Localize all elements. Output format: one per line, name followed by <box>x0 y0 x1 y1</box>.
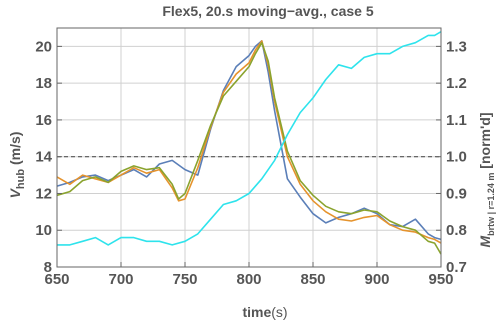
y-tick-label: 16 <box>35 112 52 129</box>
series-line-3 <box>56 41 442 255</box>
y2-axis-label-unit: [norm'd] <box>477 112 493 172</box>
y2-tick-label: 0.7 <box>446 259 467 276</box>
x-axis-label-unit: (s) <box>271 304 287 320</box>
series-line-2 <box>56 40 442 244</box>
y2-axis-label-main: M <box>477 236 493 248</box>
y-axis-label-main: V <box>7 187 23 198</box>
x-tick-label: 900 <box>364 271 389 288</box>
y-tick-label: 12 <box>35 185 52 202</box>
x-tick-label: 950 <box>428 271 453 288</box>
y2-tick-label: 0.9 <box>446 185 467 202</box>
x-axis-label-main: time <box>242 304 271 320</box>
y2-axis-label: Mbrtw | r=1.24 m [norm'd] <box>477 112 496 247</box>
y-axis-label: Vhub (m/s) <box>7 132 27 199</box>
y2-tick-label: 1.1 <box>446 112 467 129</box>
y-axis-label-sub: hub <box>15 169 27 189</box>
y-tick-label: 10 <box>35 222 52 239</box>
y2-axis-label-sub: brtw | r=1.24 m <box>486 173 496 236</box>
y2-tick-label: 1.0 <box>446 149 467 166</box>
x-tick-label: 750 <box>172 271 197 288</box>
x-axis-label: time(s) <box>242 304 287 320</box>
chart-title: Flex5, 20.s moving−avg., case 5 <box>162 3 373 19</box>
y2-tick-label: 0.8 <box>446 222 467 239</box>
y-tick-label: 20 <box>35 38 52 55</box>
series-layer <box>56 31 442 255</box>
y2-tick-label: 1.3 <box>446 38 467 55</box>
series-line-4 <box>57 31 442 246</box>
y-tick-label: 14 <box>35 149 52 166</box>
y2-tick-label: 1.2 <box>446 75 467 92</box>
x-tick-label: 650 <box>44 271 69 288</box>
ticks: 650 700 750 800 850 900 950 8 10 12 14 16 18 20 0.7 0.8… <box>35 38 467 288</box>
x-tick-label: 800 <box>236 271 261 288</box>
y-tick-label: 18 <box>35 75 52 92</box>
x-tick-label: 850 <box>300 271 325 288</box>
y-tick-label: 8 <box>44 259 52 276</box>
x-tick-label: 700 <box>108 271 133 288</box>
y-axis-label-unit: (m/s) <box>7 132 23 169</box>
